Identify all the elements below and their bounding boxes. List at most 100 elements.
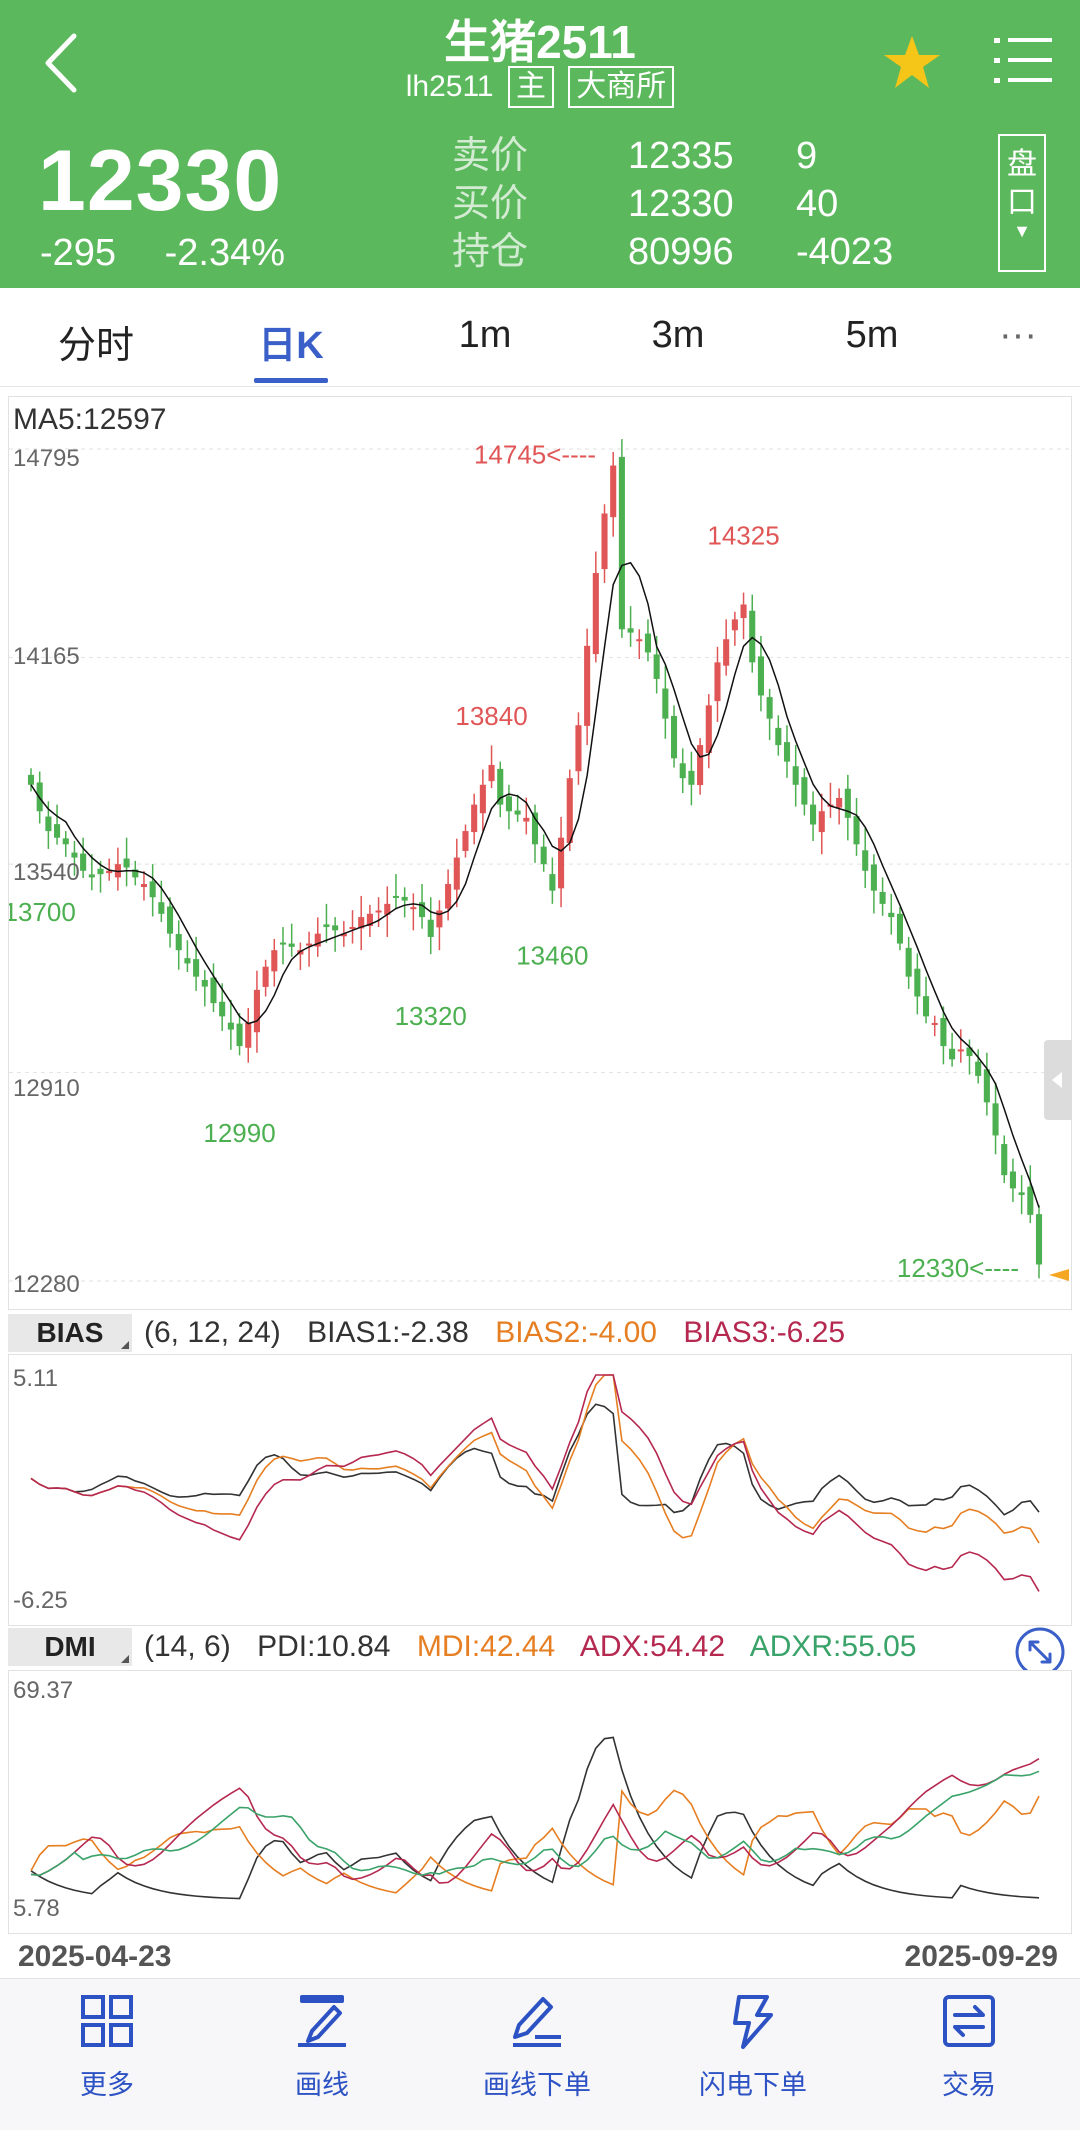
candle-body (332, 925, 339, 931)
candle-body (688, 770, 695, 785)
caret-down-icon: ▼ (1013, 221, 1031, 241)
candle-body (810, 804, 817, 825)
nav-draw-order[interactable]: 画线下单 (462, 1993, 612, 2102)
candle-body (366, 913, 373, 927)
tab-1m[interactable]: 1m (458, 314, 512, 356)
ma5-line (30, 561, 1040, 1208)
adxr-value: ADXR:55.05 (749, 1630, 917, 1663)
candle-body (792, 766, 799, 785)
candle-body (757, 656, 764, 696)
candle-body (219, 1001, 226, 1017)
candle-body (410, 907, 417, 910)
exchange-tag: 大商所 (568, 66, 675, 108)
candle-body (931, 1022, 938, 1025)
bias1-value: BIAS1:-2.38 (307, 1316, 469, 1349)
ask-price: 12335 (628, 135, 734, 177)
candle-body (45, 816, 52, 832)
change-percent: -2.34% (164, 232, 286, 274)
back-arrow-icon[interactable] (36, 28, 86, 98)
ask-label: 卖价 (452, 135, 529, 177)
dmi-params: (14, 6) (144, 1630, 231, 1663)
candle-body (349, 927, 356, 930)
change-value: -295 (40, 232, 117, 274)
candle-body (783, 742, 791, 762)
side-drawer-handle[interactable] (1044, 1040, 1072, 1120)
open-interest-value: 80996 (628, 231, 734, 273)
candle-body (97, 868, 104, 875)
candle-body (584, 645, 591, 726)
candle-body (896, 913, 904, 944)
price-annotation: 13840 (455, 701, 527, 731)
more-dots-icon[interactable]: ··· (999, 314, 1037, 356)
bias-selector[interactable]: BIAS (8, 1314, 132, 1352)
candle-body (271, 950, 278, 972)
price-annotation: 13700 (9, 897, 76, 927)
candle-body (653, 654, 660, 679)
orderbook-button[interactable]: 盘口 ▼ (998, 134, 1046, 272)
contract-code: lh2511 (405, 70, 494, 103)
header-bar: 生猪2511 lh2511 主 大商所 12330 -295 -2.34% 卖价… (0, 0, 1080, 288)
active-tab-indicator (254, 378, 328, 383)
dmi-selector[interactable]: DMI (8, 1628, 132, 1666)
tab-5m[interactable]: 5m (845, 314, 899, 356)
mdi-line (30, 1788, 1040, 1894)
candle-body (723, 639, 730, 666)
price-annotation: 13320 (395, 1001, 467, 1031)
nav-trade[interactable]: 交易 (894, 1993, 1044, 2102)
main-contract-tag: 主 (507, 66, 554, 108)
adx-value: ADX:54.42 (579, 1630, 726, 1663)
candle-body (201, 979, 208, 987)
bias-svg (30, 1374, 1040, 1592)
candle-body (418, 902, 426, 918)
y-tick-label: 14165 (13, 643, 80, 670)
nav-draw[interactable]: 画线 (247, 1993, 397, 2102)
candle-body (80, 853, 87, 871)
last-price-annotation: 12330<---- (897, 1253, 1019, 1283)
candle-body (992, 1103, 999, 1136)
nav-draw-order-label: 画线下单 (483, 2070, 591, 2100)
candle-body (697, 745, 704, 786)
dmi-header: DMI (14, 6) PDI:10.84 MDI:42.44 ADX:54.4… (8, 1624, 1072, 1670)
candle-body (227, 1022, 234, 1030)
price-annotation: 12990 (203, 1118, 275, 1148)
kline-chart[interactable]: 14745<---- 14325 13840 12990 13320 13460 13700… (8, 396, 1072, 1310)
exchange-icon (943, 1995, 995, 2047)
candle-body (1027, 1186, 1034, 1215)
tab-daily-k[interactable]: 日K (258, 325, 324, 367)
candle-body (27, 774, 35, 785)
ma5-label: MA5:12597 (13, 403, 167, 436)
pen-draw-icon (298, 1995, 346, 2047)
candle-body (766, 697, 773, 719)
menu-list-icon[interactable] (994, 34, 1052, 88)
candle-body (644, 633, 652, 653)
pen-order-icon (513, 1997, 561, 2047)
candle-body (123, 858, 130, 868)
bias-chart[interactable]: 5.11 -6.25 (8, 1354, 1072, 1626)
candle-body (801, 777, 808, 805)
candle-body (479, 784, 486, 814)
candle-body (514, 810, 521, 815)
candle-body (245, 1022, 252, 1048)
star-icon[interactable] (882, 34, 942, 90)
candle-body (740, 604, 747, 619)
candle-body (549, 874, 556, 891)
tab-3m[interactable]: 3m (651, 314, 705, 356)
bias1-line (30, 1403, 1040, 1516)
page-title: 生猪2511 (444, 16, 636, 68)
candle-body (601, 513, 608, 570)
date-end: 2025-09-29 (904, 1940, 1058, 1973)
nav-flash-order[interactable]: 闪电下单 (678, 1993, 828, 2102)
candle-body (957, 1049, 964, 1052)
candle-body (775, 727, 782, 746)
candle-body (818, 811, 825, 833)
candle-body (140, 884, 148, 887)
bias-params: (6, 12, 24) (144, 1316, 281, 1349)
tab-timeshare[interactable]: 分时 (57, 325, 134, 367)
bias-y-bottom: -6.25 (13, 1587, 68, 1614)
period-tabs: 分时 日K 1m 3m 5m ··· (0, 288, 1080, 387)
dmi-chart[interactable]: 69.37 5.78 (8, 1670, 1072, 1934)
candle-body (618, 456, 625, 630)
candle-body (54, 824, 61, 838)
candle-body (453, 857, 460, 890)
nav-more[interactable]: 更多 (32, 1993, 182, 2102)
